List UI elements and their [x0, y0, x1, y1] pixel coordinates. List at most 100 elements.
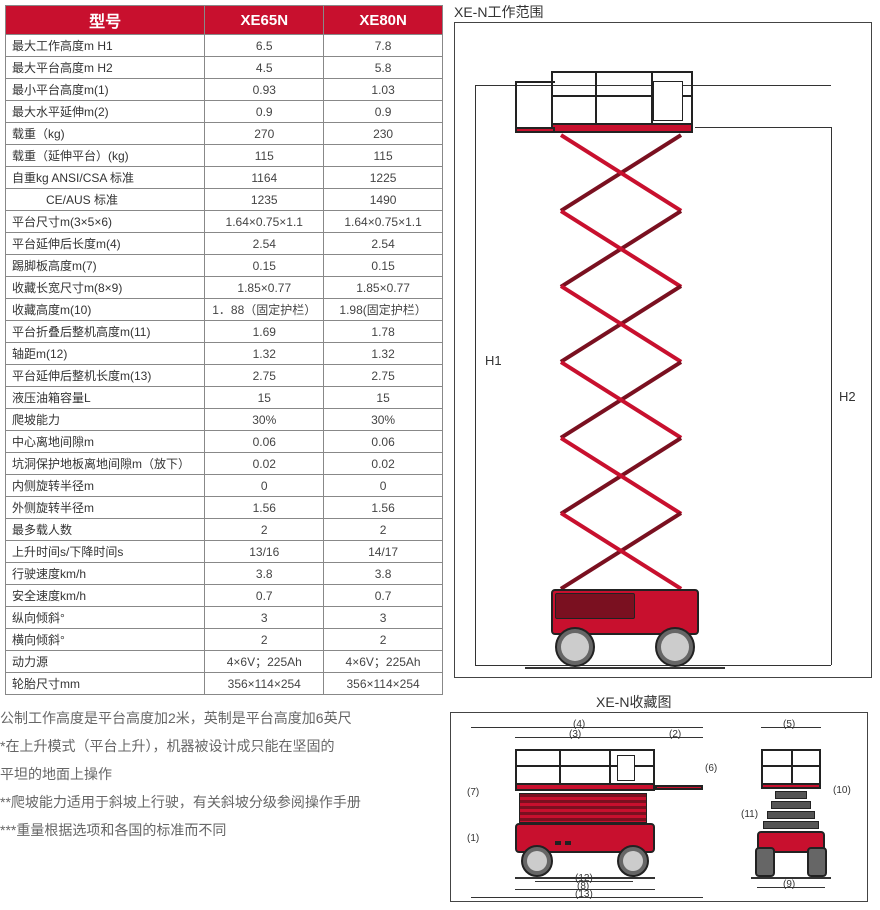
dim-3 — [515, 737, 655, 738]
spec-value-xe65n: 356×114×254 — [205, 673, 324, 695]
note-line: 公制工作高度是平台高度加2米，英制是平台高度加6英尺 — [0, 704, 440, 732]
spec-label: 最多载人数 — [6, 519, 205, 541]
table-row: 最多载人数22 — [6, 519, 443, 541]
spec-value-xe80n: 0.9 — [324, 101, 443, 123]
spec-value-xe80n: 1225 — [324, 167, 443, 189]
spec-value-xe65n: 1.56 — [205, 497, 324, 519]
spec-value-xe65n: 3 — [205, 607, 324, 629]
spec-label: 踢脚板高度m(7) — [6, 255, 205, 277]
table-row: 自重kg ANSI/CSA 标准11641225 — [6, 167, 443, 189]
label-h1: H1 — [485, 353, 502, 368]
spec-value-xe65n: 6.5 — [205, 35, 324, 57]
table-row: 横向倾斜°22 — [6, 629, 443, 651]
note-line: ***重量根据选项和各国的标准而不同 — [0, 816, 440, 844]
spec-label: 载重（kg) — [6, 123, 205, 145]
spec-label: 收藏高度m(10) — [6, 299, 205, 321]
vent — [555, 841, 561, 845]
spec-label: 行驶速度km/h — [6, 563, 205, 585]
spec-value-xe65n: 1.69 — [205, 321, 324, 343]
spec-value-xe65n: 1.64×0.75×1.1 — [205, 211, 324, 233]
label-h2: H2 — [839, 389, 856, 404]
mast — [771, 801, 811, 809]
spec-value-xe65n: 0.7 — [205, 585, 324, 607]
spec-value-xe65n: 3.8 — [205, 563, 324, 585]
spec-value-xe80n: 0.02 — [324, 453, 443, 475]
spec-value-xe80n: 15 — [324, 387, 443, 409]
spec-label: 平台折叠后整机高度m(11) — [6, 321, 205, 343]
stowed-extension — [655, 785, 703, 790]
spec-value-xe80n: 1490 — [324, 189, 443, 211]
control-box — [617, 755, 635, 781]
spec-value-xe80n: 3 — [324, 607, 443, 629]
spec-label: 最大水平延伸m(2) — [6, 101, 205, 123]
spec-value-xe65n: 0 — [205, 475, 324, 497]
spec-label: 收藏长宽尺寸m(8×9) — [6, 277, 205, 299]
mast — [767, 811, 815, 819]
header-xe65n: XE65N — [205, 6, 324, 35]
stowed-platform — [515, 783, 655, 791]
spec-value-xe80n: 0.06 — [324, 431, 443, 453]
spec-value-xe65n: 1164 — [205, 167, 324, 189]
spec-value-xe65n: 4×6V；225Ah — [205, 651, 324, 673]
header-xe80n: XE80N — [324, 6, 443, 35]
spec-value-xe65n: 1235 — [205, 189, 324, 211]
table-row: 最大平台高度m H24.55.8 — [6, 57, 443, 79]
spec-value-xe80n: 0 — [324, 475, 443, 497]
note-line: *在上升模式（平台上升），机器被设计成只能在坚固的 — [0, 732, 440, 760]
spec-value-xe65n: 2.54 — [205, 233, 324, 255]
spec-label: 最小平台高度m(1) — [6, 79, 205, 101]
table-row: 轮胎尺寸mm356×114×254356×114×254 — [6, 673, 443, 695]
rail — [551, 71, 553, 123]
spec-value-xe65n: 2 — [205, 629, 324, 651]
spec-label: 平台延伸后整机长度m(13) — [6, 365, 205, 387]
spec-value-xe65n: 1.32 — [205, 343, 324, 365]
spec-value-xe65n: 0.93 — [205, 79, 324, 101]
control-box — [653, 81, 683, 121]
table-row: 平台延伸后长度m(4)2.542.54 — [6, 233, 443, 255]
spec-label: 平台尺寸m(3×5×6) — [6, 211, 205, 233]
spec-value-xe80n: 0.15 — [324, 255, 443, 277]
table-row: 踢脚板高度m(7)0.150.15 — [6, 255, 443, 277]
table-row: 最大水平延伸m(2)0.90.9 — [6, 101, 443, 123]
wheel — [755, 847, 775, 877]
spec-value-xe65n: 15 — [205, 387, 324, 409]
wheel — [617, 845, 649, 877]
table-row: 坑洞保护地板离地间隙m（放下）0.020.02 — [6, 453, 443, 475]
spec-value-xe65n: 1.85×0.77 — [205, 277, 324, 299]
spec-label: 爬坡能力 — [6, 409, 205, 431]
spec-value-xe80n: 356×114×254 — [324, 673, 443, 695]
rail — [819, 749, 821, 783]
wheel — [807, 847, 827, 877]
working-range-title: XE-N工作范围 — [454, 2, 543, 22]
spec-value-xe80n: 1.78 — [324, 321, 443, 343]
table-row: 动力源4×6V；225Ah4×6V；225Ah — [6, 651, 443, 673]
spec-value-xe80n: 115 — [324, 145, 443, 167]
table-row: CE/AUS 标准12351490 — [6, 189, 443, 211]
scissor-lift-illustration: H1 H2 — [455, 23, 871, 677]
spec-value-xe80n: 1.85×0.77 — [324, 277, 443, 299]
stowed-title: XE-N收藏图 — [596, 692, 671, 712]
platform-extension — [515, 127, 555, 133]
mast — [763, 821, 819, 829]
rail — [551, 71, 693, 73]
spec-value-xe65n: 0.06 — [205, 431, 324, 453]
table-row: 平台尺寸m(3×5×6)1.64×0.75×1.11.64×0.75×1.1 — [6, 211, 443, 233]
table-row: 外侧旋转半径m1.561.56 — [6, 497, 443, 519]
spec-label: 载重（延伸平台）(kg) — [6, 145, 205, 167]
table-row: 上升时间s/下降时间s13/1614/17 — [6, 541, 443, 563]
table-row: 最大工作高度m H16.57.8 — [6, 35, 443, 57]
spec-value-xe65n: 13/16 — [205, 541, 324, 563]
rail — [515, 749, 655, 751]
table-row: 平台延伸后整机长度m(13)2.752.75 — [6, 365, 443, 387]
rail — [515, 81, 555, 83]
spec-value-xe65n: 115 — [205, 145, 324, 167]
stowed-rear-view: (5) (10) (11) (9) — [741, 721, 859, 895]
spec-value-xe80n: 5.8 — [324, 57, 443, 79]
spec-label: 最大平台高度m H2 — [6, 57, 205, 79]
spec-value-xe65n: 270 — [205, 123, 324, 145]
wheel-rear — [655, 627, 695, 667]
table-row: 行驶速度km/h3.83.8 — [6, 563, 443, 585]
spec-value-xe65n: 2 — [205, 519, 324, 541]
spec-value-xe80n: 3.8 — [324, 563, 443, 585]
table-row: 载重（延伸平台）(kg)115115 — [6, 145, 443, 167]
